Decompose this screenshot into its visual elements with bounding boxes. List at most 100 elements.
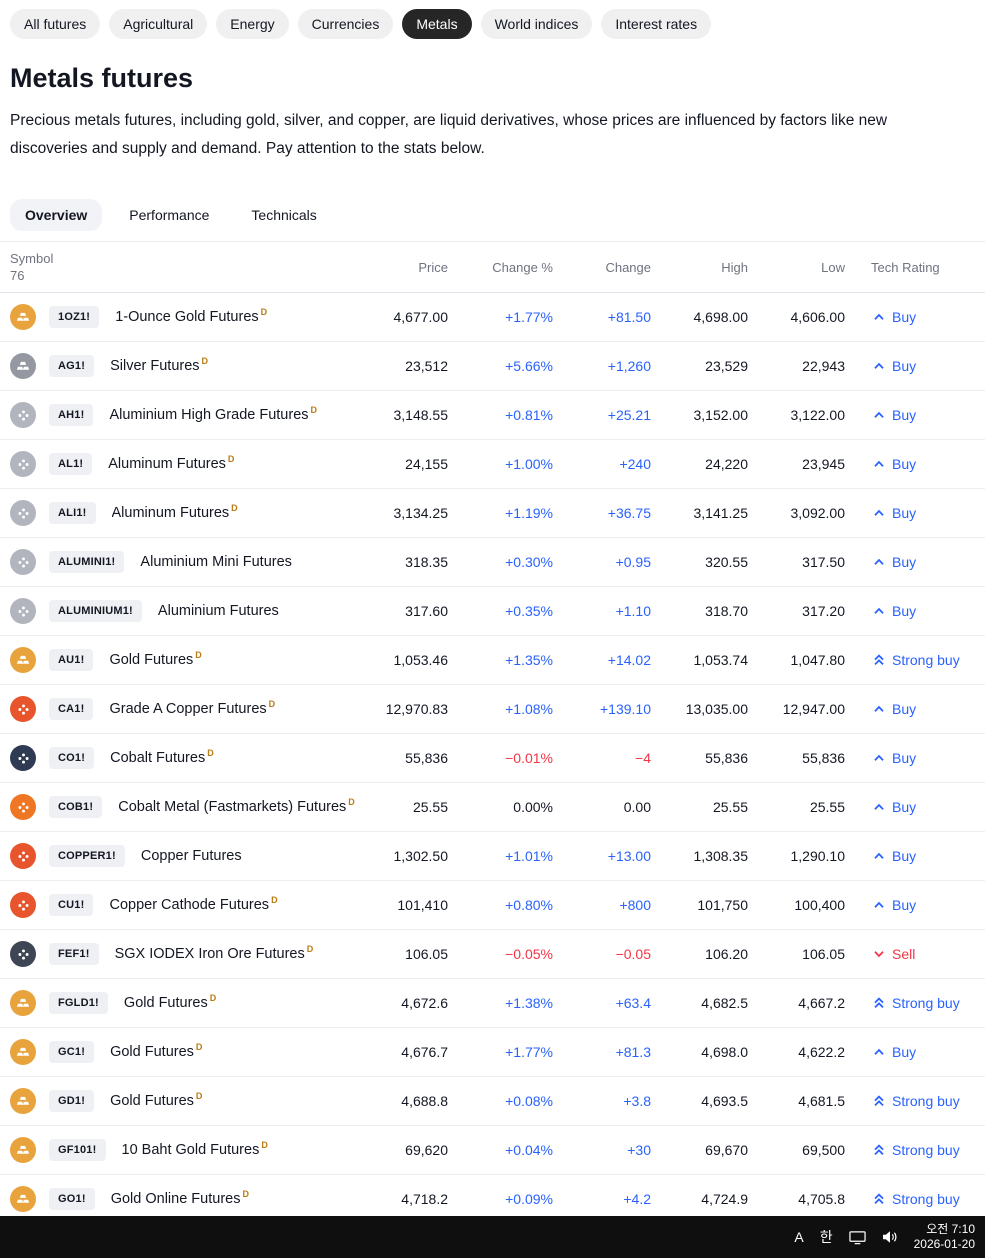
symbol-name[interactable]: Gold Online Futures [110,1191,241,1207]
metal-icon [10,549,36,575]
symbol-badge[interactable]: 1OZ1! [49,306,100,328]
rating-label: Buy [892,456,917,472]
metal-icon [10,402,36,428]
ime-mode-indicator[interactable]: A [794,1229,804,1245]
table-row[interactable]: GO1! Gold Online Futures D 4,718.2 +0.09… [0,1175,985,1224]
symbol-name[interactable]: Gold Futures [123,995,208,1011]
table-row[interactable]: GC1! Gold Futures D 4,676.7 +1.77% +81.3… [0,1028,985,1077]
change-cell: +81.3 [615,1044,651,1060]
filter-metals[interactable]: Metals [402,9,472,39]
table-row[interactable]: FEF1! SGX IODEX Iron Ore Futures D 106.0… [0,930,985,979]
symbol-name[interactable]: 10 Baht Gold Futures [121,1142,260,1158]
metal-icon [10,696,36,722]
table-row[interactable]: CU1! Copper Cathode Futures D 101,410 +0… [0,881,985,930]
filter-interest-rates[interactable]: Interest rates [601,9,712,39]
table-row[interactable]: FGLD1! Gold Futures D 4,672.6 +1.38% +63… [0,979,985,1028]
price-cell: 4,718.2 [401,1191,448,1207]
symbol-name[interactable]: Gold Futures [109,652,194,668]
symbol-badge[interactable]: GO1! [49,1188,95,1210]
symbol-name[interactable]: Cobalt Futures [110,750,206,766]
symbol-name[interactable]: Copper Futures [140,848,242,864]
symbol-badge[interactable]: ALUMINIUM1! [49,600,142,622]
change-pct-cell: −0.01% [505,750,553,766]
symbol-badge[interactable]: GD1! [49,1090,95,1112]
symbol-badge[interactable]: GC1! [49,1041,95,1063]
table-row[interactable]: AH1! Aluminium High Grade Futures D 3,14… [0,391,985,440]
table-row[interactable]: AG1! Silver Futures D 23,512 +5.66% +1,2… [0,342,985,391]
network-icon[interactable] [848,1230,866,1245]
table-row[interactable]: COPPER1! Copper Futures 1,302.50 +1.01% … [0,832,985,881]
column-tech-rating[interactable]: Tech Rating [871,259,940,275]
filter-agricultural[interactable]: Agricultural [109,9,208,39]
filter-currencies[interactable]: Currencies [297,9,394,39]
symbol-name[interactable]: SGX IODEX Iron Ore Futures [114,946,305,962]
symbol-badge[interactable]: CA1! [49,698,94,720]
symbol-badge[interactable]: ALUMINI1! [49,551,125,573]
rating-chevron-icon [871,603,887,619]
metal-icon [10,1186,36,1212]
symbol-badge[interactable]: FGLD1! [49,992,108,1014]
symbol-badge[interactable]: CU1! [49,894,94,916]
symbol-badge[interactable]: FEF1! [49,943,99,965]
column-change-pct[interactable]: Change % [492,259,553,275]
filter-all-futures[interactable]: All futures [10,9,101,39]
symbol-name[interactable]: Grade A Copper Futures [109,701,267,717]
table-row[interactable]: ALI1! Aluminum Futures D 3,134.25 +1.19%… [0,489,985,538]
filter-energy[interactable]: Energy [216,9,289,39]
symbol-badge[interactable]: AG1! [49,355,95,377]
table-row[interactable]: CO1! Cobalt Futures D 55,836 −0.01% −4 5… [0,734,985,783]
rating-chevron-icon [871,701,887,717]
column-symbol[interactable]: Symbol [10,251,54,266]
symbol-name[interactable]: Cobalt Metal (Fastmarkets) Futures [118,799,347,815]
column-high[interactable]: High [721,259,748,275]
table-row[interactable]: AL1! Aluminum Futures D 24,155 +1.00% +2… [0,440,985,489]
rating-label: Buy [892,309,917,325]
symbol-badge[interactable]: GF101! [49,1139,106,1161]
filter-world-indices[interactable]: World indices [480,9,593,39]
symbol-name[interactable]: Aluminum Futures [111,505,230,521]
symbol-name[interactable]: Gold Futures [110,1093,194,1109]
low-cell: 4,606.00 [790,309,846,325]
symbol-badge[interactable]: AH1! [49,404,94,426]
symbol-name[interactable]: Aluminium High Grade Futures [109,407,309,423]
tab-overview[interactable]: Overview [10,199,103,231]
symbol-badge[interactable]: AL1! [49,453,93,475]
table-row[interactable]: GF101! 10 Baht Gold Futures D 69,620 +0.… [0,1126,985,1175]
symbol-badge[interactable]: CO1! [49,747,95,769]
tab-performance[interactable]: Performance [114,199,224,231]
table-row[interactable]: GD1! Gold Futures D 4,688.8 +0.08% +3.8 … [0,1077,985,1126]
change-cell: −0.05 [615,946,651,962]
tab-technicals[interactable]: Technicals [236,199,331,231]
symbol-name[interactable]: Copper Cathode Futures [109,897,270,913]
table-row[interactable]: 1OZ1! 1-Ounce Gold Futures D 4,677.00 +1… [0,293,985,342]
symbol-name[interactable]: 1-Ounce Gold Futures [115,309,259,325]
symbol-name[interactable]: Aluminum Futures [108,456,226,472]
symbol-name[interactable]: Aluminium Mini Futures [140,554,292,570]
ime-language-indicator[interactable]: 한 [819,1229,833,1245]
symbol-name[interactable]: Silver Futures [110,358,200,374]
symbol-badge[interactable]: COPPER1! [49,845,125,867]
tech-rating-cell: Strong buy [845,1142,985,1158]
symbol-badge[interactable]: COB1! [49,796,103,818]
symbol-badge[interactable]: AU1! [49,649,94,671]
change-pct-cell: +0.81% [505,407,553,423]
table-row[interactable]: ALUMINIUM1! Aluminium Futures 317.60 +0.… [0,587,985,636]
table-row[interactable]: ALUMINI1! Aluminium Mini Futures 318.35 … [0,538,985,587]
change-pct-cell: +1.08% [505,701,553,717]
volume-icon[interactable] [882,1230,898,1244]
column-change[interactable]: Change [605,259,651,275]
symbol-badge[interactable]: ALI1! [49,502,96,524]
column-price[interactable]: Price [418,259,448,275]
taskbar-clock[interactable]: 오전 7:10 2026-01-20 [914,1222,975,1252]
low-cell: 3,122.00 [790,407,846,423]
symbol-name[interactable]: Gold Futures [110,1044,194,1060]
table-header: Symbol 76 Price Change % Change High Low… [0,241,985,293]
rating-chevron-icon [871,652,887,668]
table-row[interactable]: COB1! Cobalt Metal (Fastmarkets) Futures… [0,783,985,832]
column-low[interactable]: Low [821,259,845,275]
metal-icon [10,304,36,330]
delayed-data-flag: D [209,993,217,1003]
table-row[interactable]: AU1! Gold Futures D 1,053.46 +1.35% +14.… [0,636,985,685]
table-row[interactable]: CA1! Grade A Copper Futures D 12,970.83 … [0,685,985,734]
symbol-name[interactable]: Aluminium Futures [157,603,279,619]
